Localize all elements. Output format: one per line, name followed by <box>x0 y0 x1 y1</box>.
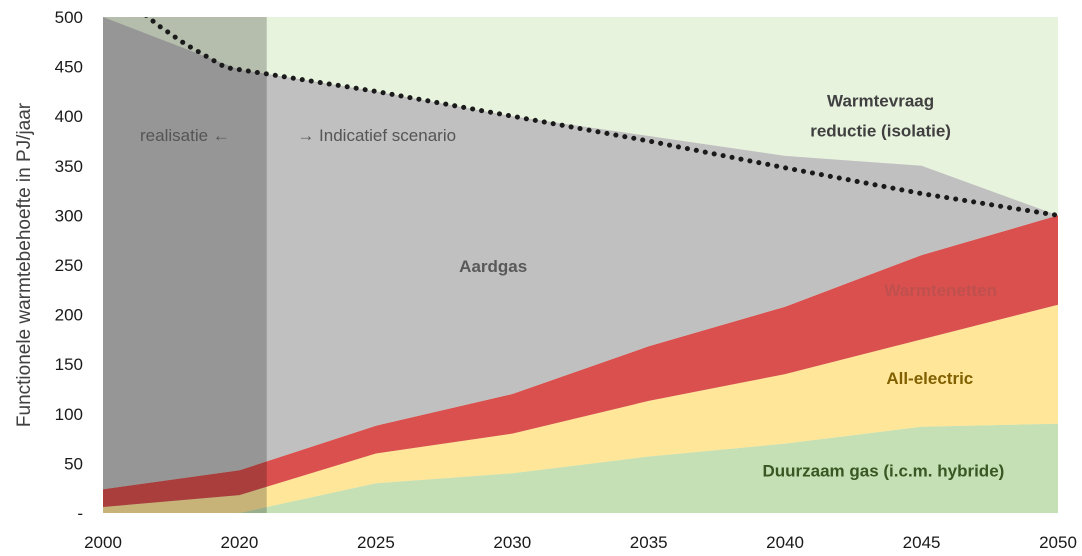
axis-ticks: - 50 100 150 200 250 300 350 400 450 500 2000 2020 20… <box>55 8 1077 552</box>
x-tick-label: 2000 <box>84 533 122 552</box>
realisatie-overlay <box>103 17 267 513</box>
area-annotation: All-electric <box>886 369 973 388</box>
y-tick-label: 350 <box>55 157 83 176</box>
indicatief-scenario-label: → Indicatief scenario <box>297 126 456 145</box>
area-duurzaam-gas-i-c-m-hybride <box>103 423 1058 513</box>
area-annotation: Aardgas <box>459 257 527 276</box>
warmtevraag-line <box>144 17 1058 218</box>
y-tick-label: 250 <box>55 256 83 275</box>
x-tick-label: 2045 <box>903 533 941 552</box>
y-tick-label: 100 <box>55 405 83 424</box>
x-tick-label: 2020 <box>220 533 258 552</box>
x-tick-label: 2025 <box>357 533 395 552</box>
y-tick-label: - <box>77 504 83 523</box>
x-tick-label: 2030 <box>493 533 531 552</box>
area-annotation: Duurzaam gas (i.c.m. hybride) <box>762 461 1004 480</box>
realisatie-label: realisatie ← <box>140 126 230 145</box>
realisatie-shade <box>103 17 267 513</box>
y-tick-label: 500 <box>55 8 83 27</box>
plot-areas <box>103 17 1058 513</box>
area-all-electric <box>103 304 1058 513</box>
y-axis-label: Functionele warmtebehoefte in PJ/jaar <box>14 102 35 427</box>
y-tick-label: 450 <box>55 58 83 77</box>
area-warmtenetten <box>103 215 1058 507</box>
y-tick-label: 400 <box>55 107 83 126</box>
y-tick-label: 200 <box>55 306 83 325</box>
demand-dotted-line <box>144 17 1058 218</box>
x-tick-label: 2035 <box>630 533 668 552</box>
y-tick-label: 150 <box>55 355 83 374</box>
area-annotation: Warmtevraag reductie (isolatie) <box>810 91 951 140</box>
area-annotation: Warmtenetten <box>884 281 997 300</box>
x-tick-label: 2040 <box>766 533 804 552</box>
area-labels: Warmtevraag reductie (isolatie) Aardgas War… <box>459 91 1004 480</box>
area-aardgas <box>103 17 1058 490</box>
x-tick-label: 2050 <box>1039 533 1077 552</box>
y-tick-label: 300 <box>55 206 83 225</box>
y-tick-label: 50 <box>64 454 83 473</box>
